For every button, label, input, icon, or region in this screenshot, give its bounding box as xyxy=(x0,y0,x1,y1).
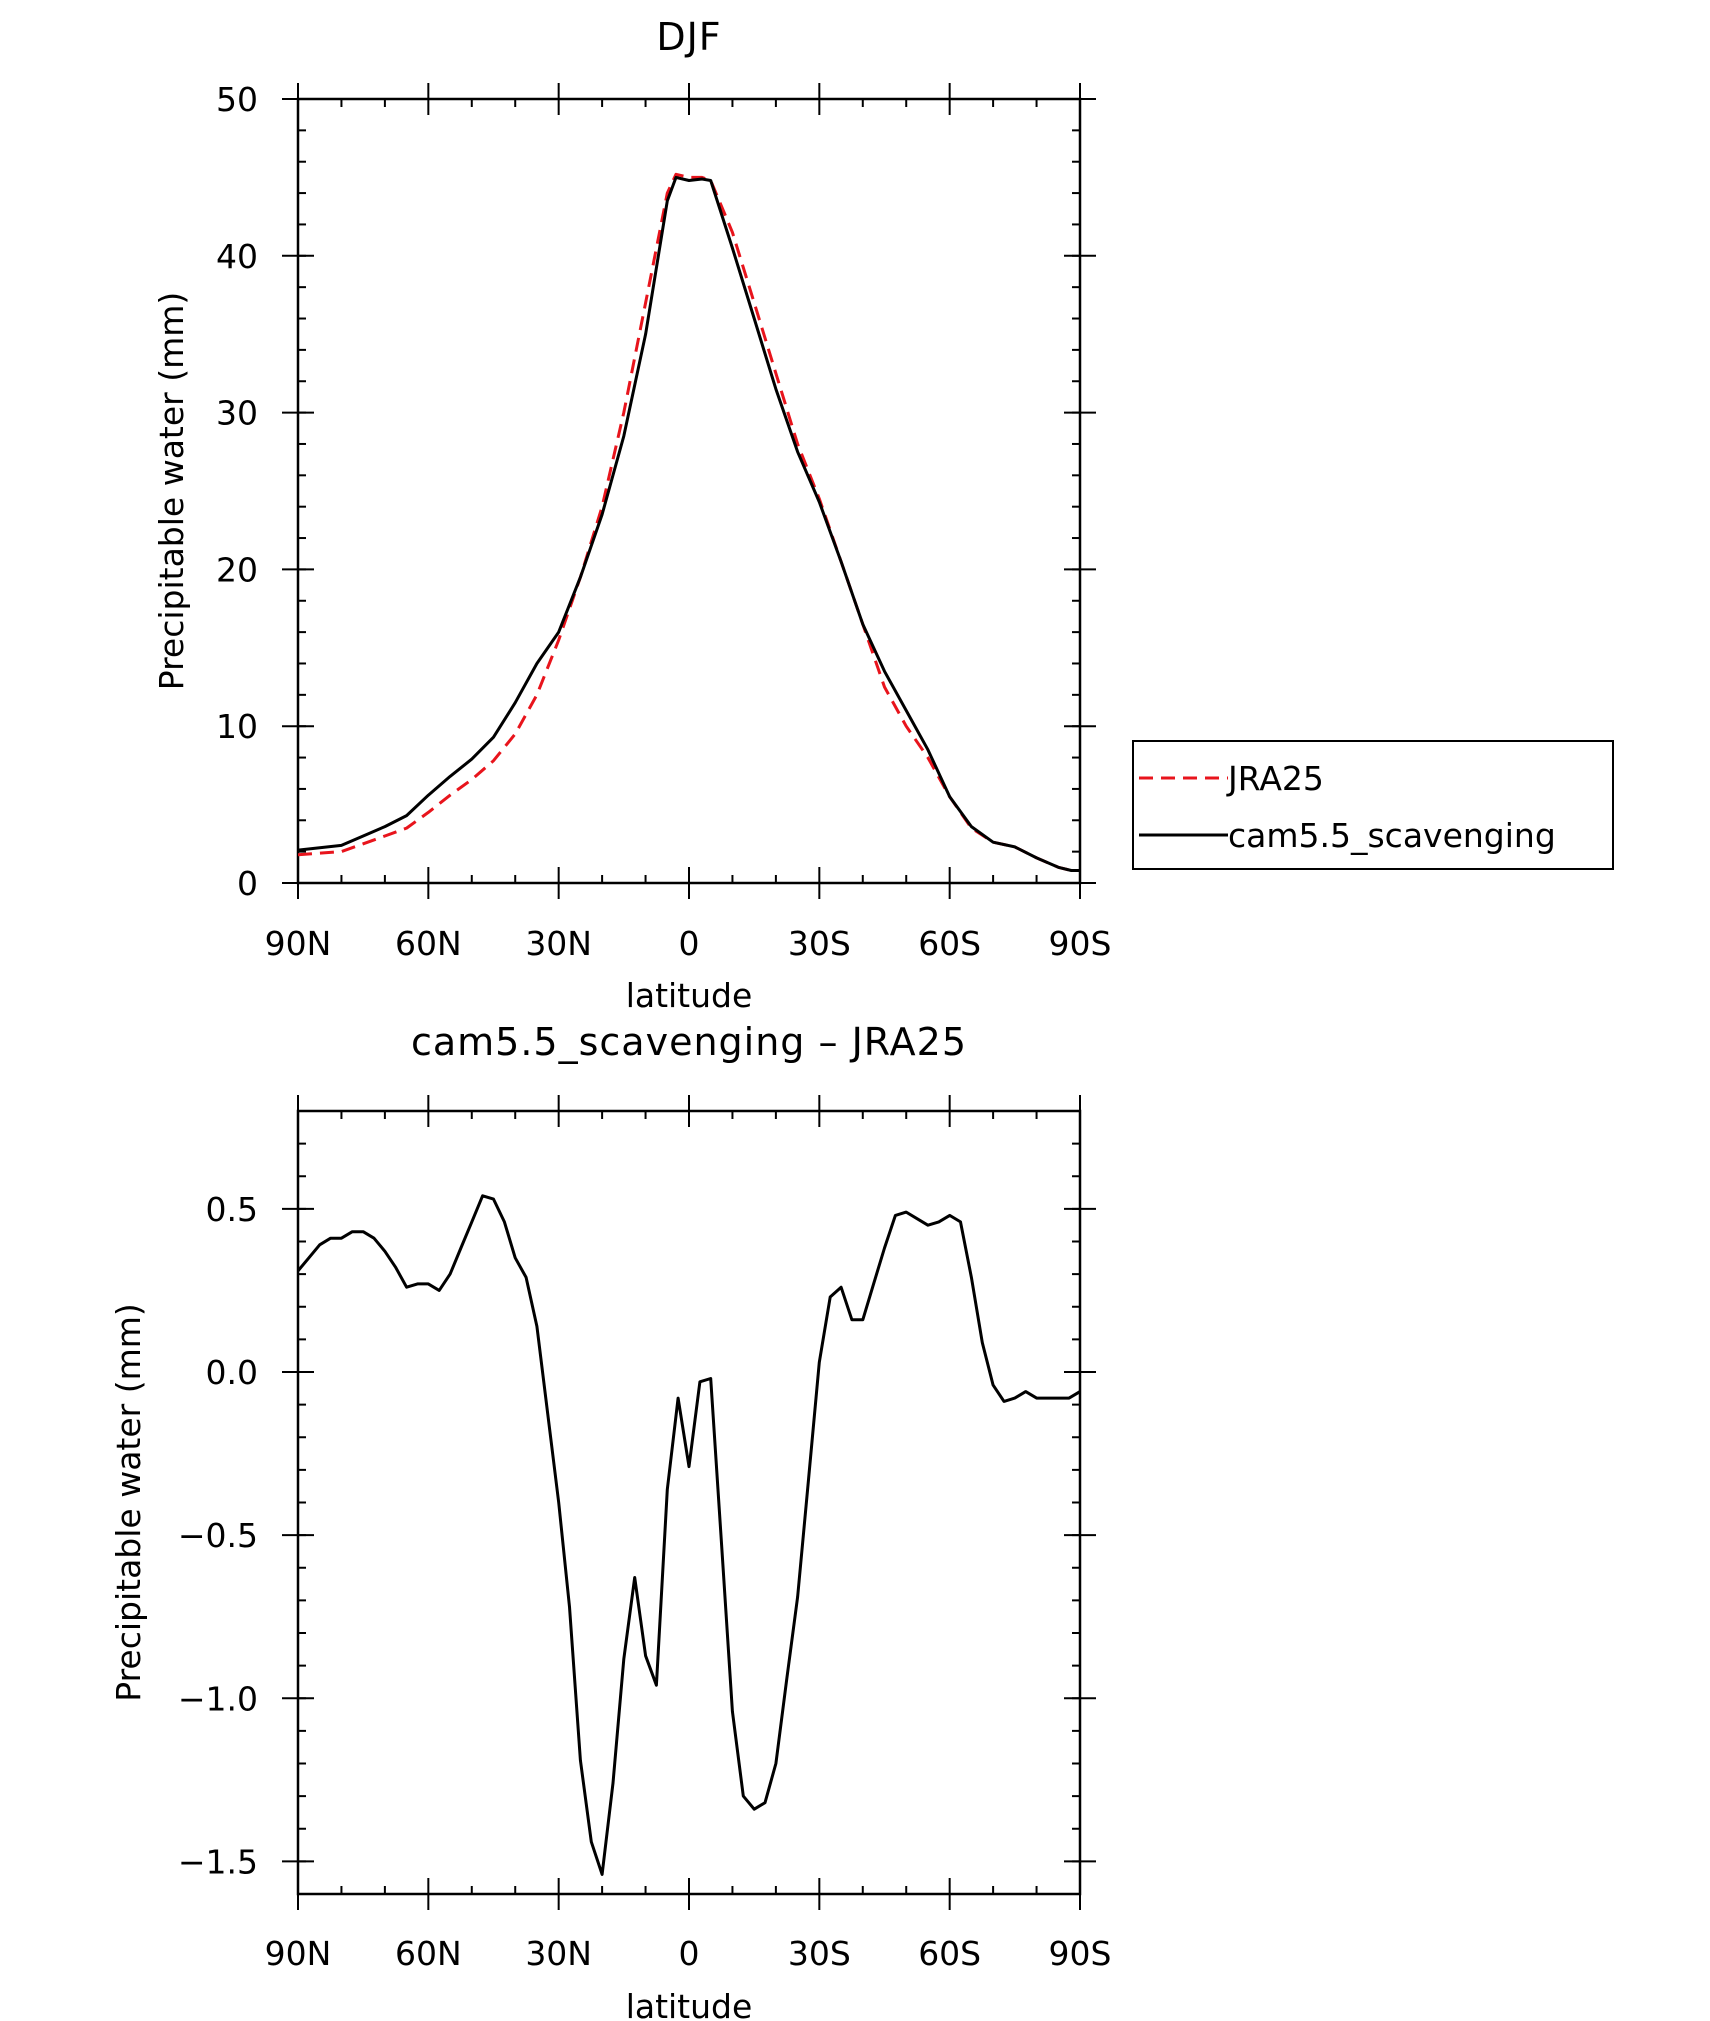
y-tick-label: 30 xyxy=(216,394,258,433)
x-axis-label: latitude xyxy=(626,976,753,1015)
y-tick-label: 40 xyxy=(216,237,258,276)
y-tick-label: 50 xyxy=(216,80,258,119)
x-tick-label: 60N xyxy=(395,924,462,963)
legend-label-0: JRA25 xyxy=(1226,759,1324,798)
chart-title: cam5.5_scavenging – JRA25 xyxy=(411,1020,967,1064)
x-tick-label: 60S xyxy=(918,924,981,963)
x-axis-label: latitude xyxy=(626,1987,753,2021)
plot-frame xyxy=(296,97,1082,885)
series-line-0 xyxy=(298,172,1080,872)
x-tick-label: 30N xyxy=(525,1934,592,1973)
y-axis-label: Precipitable water (mm) xyxy=(152,292,191,691)
x-tick-label: 60N xyxy=(395,1934,462,1973)
x-tick-label: 90S xyxy=(1049,924,1112,963)
x-tick-label: 30S xyxy=(788,924,851,963)
legend-box xyxy=(1132,740,1614,870)
x-tick-label: 90N xyxy=(265,924,332,963)
x-tick-label: 30N xyxy=(525,924,592,963)
y-tick-label: −0.5 xyxy=(178,1516,258,1555)
series-line-1 xyxy=(298,175,1080,872)
x-tick-label: 0 xyxy=(679,1934,700,1973)
x-tick-label: 90S xyxy=(1049,1934,1112,1973)
y-axis-label: Precipitable water (mm) xyxy=(109,1303,148,1702)
y-tick-label: 0.0 xyxy=(206,1353,258,1392)
y-tick-label: −1.5 xyxy=(178,1842,258,1881)
y-tick-label: 20 xyxy=(216,550,258,589)
x-tick-label: 90N xyxy=(265,1934,332,1973)
chart-djf: DJF 90N 60N 30N 0 30S 60S 90S 0 10 20 30 40 50 latitud… xyxy=(152,15,1614,1015)
y-tick-label: 0.5 xyxy=(206,1190,258,1229)
series-line-0 xyxy=(298,1194,1080,1876)
y-tick-label: 10 xyxy=(216,707,258,746)
x-tick-label: 30S xyxy=(788,1934,851,1973)
legend-label-1: cam5.5_scavenging xyxy=(1228,816,1556,855)
chart-title: DJF xyxy=(656,15,721,59)
y-tick-label: −1.0 xyxy=(178,1679,258,1718)
y-tick-label: 0 xyxy=(237,864,258,903)
x-tick-label: 60S xyxy=(918,1934,981,1973)
chart-difference: cam5.5_scavenging – JRA25 90N 60N 30N 0 30S 60… xyxy=(109,1020,1111,2021)
x-tick-label: 0 xyxy=(679,924,700,963)
